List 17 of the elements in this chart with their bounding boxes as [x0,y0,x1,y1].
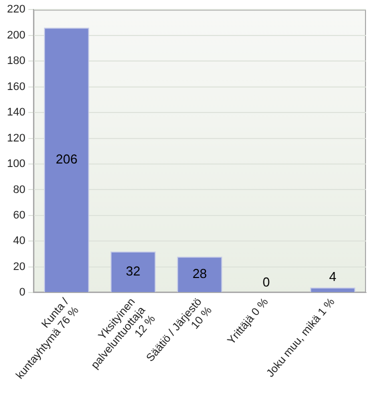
y-tick-label: 220 [6,4,26,16]
data-label: 0 [262,274,270,290]
data-label: 28 [192,266,207,281]
y-tick-label: 180 [6,55,26,68]
y-tick-label: 0 [19,286,26,299]
y-tick-label: 60 [13,210,26,222]
y-tick-label: 40 [13,235,26,248]
y-tick-label: 200 [6,29,26,42]
y-tick-label: 100 [6,158,26,170]
y-tick-label: 80 [13,184,26,196]
y-tick-label: 160 [6,80,26,93]
y-tick-label: 20 [13,260,26,273]
data-label: 32 [126,263,140,278]
y-tick-label: 120 [6,132,26,144]
data-label: 4 [329,269,336,284]
y-tick-label: 140 [6,106,26,119]
data-label: 206 [56,151,78,166]
